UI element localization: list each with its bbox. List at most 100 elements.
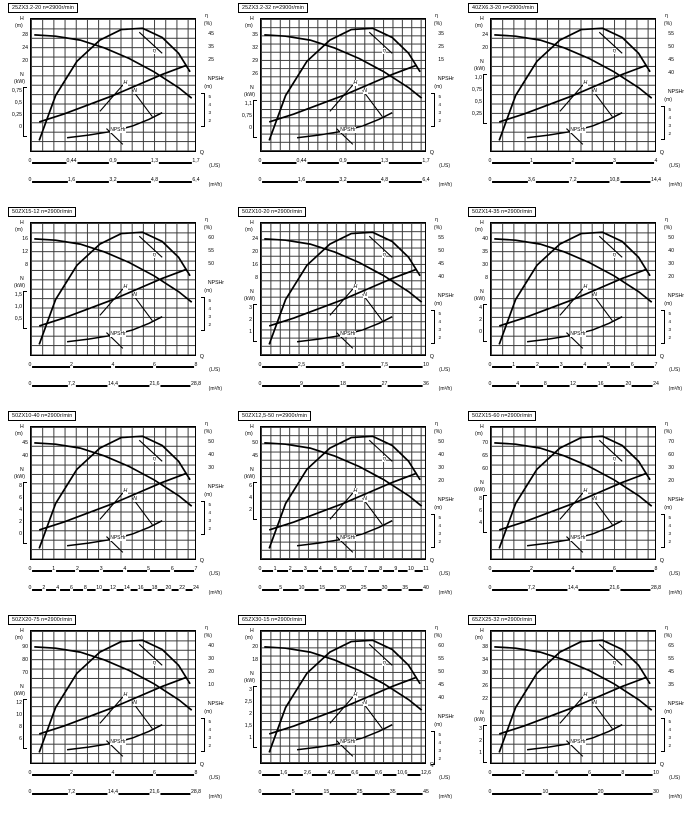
axis-label-head: H: [20, 220, 24, 226]
x-axis-unit: (m³/h): [438, 794, 452, 800]
y-tick-npshr: 4: [208, 102, 211, 107]
power-axis-bracket: [483, 495, 487, 533]
x-tick-m3h: 7,2: [67, 380, 76, 388]
x-axis-unit: (m³/h): [668, 794, 682, 800]
axis-label-efficiency: η: [665, 421, 668, 427]
x-tick-ls: 10,6: [396, 769, 408, 777]
chart-title: 50ZX15-60 n=2900r/min: [468, 411, 537, 421]
curve-label-H: H: [582, 691, 588, 698]
curve-layer: [261, 19, 425, 151]
y-tick-efficiency: 30: [668, 465, 674, 471]
y-tick-npshr: 5: [668, 719, 671, 724]
x-tick-ls: 2: [69, 361, 74, 369]
x-axis-m3h: 0 7,2 14,4 21,6 28,8 (m³/h): [28, 380, 222, 392]
axis-label-efficiency: η: [435, 625, 438, 631]
x-tick-ls: 5: [333, 565, 338, 573]
curve-label-N: N: [592, 495, 598, 502]
axis-label-head: H: [480, 220, 484, 226]
y-tick-power: 1,1: [244, 101, 252, 107]
npshr-axis-bracket: [201, 718, 205, 752]
y-tick-head: 38: [482, 644, 488, 650]
axis-label-head: H: [250, 424, 254, 430]
x-tick-m3h: 27: [381, 380, 388, 388]
axis-label-head-unit: (m): [245, 227, 253, 233]
curve-label-H: H: [582, 487, 588, 494]
y-tick-head: 80: [22, 657, 28, 663]
y-tick-power: 0: [19, 531, 22, 537]
axis-label-efficiency: η: [665, 13, 668, 19]
x-tick-m3h: 0: [258, 380, 262, 388]
curve-label-npshr: NPSHr: [339, 127, 357, 134]
axis-label-npshr-unit: (m): [434, 301, 442, 307]
y-tick-npshr: 5: [438, 311, 441, 316]
y-tick-npshr: 4: [208, 306, 211, 311]
y-tick-head: 30: [482, 670, 488, 676]
axis-label-power: N: [250, 289, 254, 295]
axis-label-efficiency-unit: (%): [433, 633, 442, 639]
power-axis-bracket: [483, 304, 487, 342]
y-tick-efficiency: 55: [438, 656, 444, 662]
y-tick-npshr: 3: [668, 531, 671, 536]
curve-layer: [261, 223, 425, 355]
y-tick-head: 8: [25, 262, 28, 268]
y-tick-npshr: 2: [208, 526, 211, 531]
y-tick-npshr: 4: [208, 510, 211, 515]
x-tick-m3h: 3,2: [108, 176, 118, 184]
chart-title: 50ZX20-75 n=2900r/min: [8, 615, 77, 625]
y-tick-efficiency: 15: [438, 57, 444, 63]
x-axis-ls: 0 1 2 3 4 5 6 7 (L/S): [28, 565, 220, 577]
x-tick-ls: 2: [288, 565, 293, 573]
y-tick-head: 28: [22, 32, 28, 38]
curve-label-N: N: [592, 87, 598, 94]
axis-label-power: N: [20, 684, 24, 690]
curve-label-N: N: [132, 495, 138, 502]
x-tick-m3h: 35: [401, 584, 409, 592]
x-tick-ls: 4: [111, 769, 115, 777]
x-tick-m3h: 12: [569, 380, 577, 388]
x-tick-m3h: 18: [339, 380, 347, 388]
curve-label-H: H: [122, 79, 128, 86]
x-tick-m3h: 21,6: [608, 584, 621, 592]
y-tick-power: 1: [249, 329, 252, 335]
y-tick-efficiency: 45: [438, 261, 444, 267]
curve-label-eta: η: [382, 252, 387, 259]
x-tick-m3h: 4,8: [380, 176, 389, 184]
y-tick-npshr: 5: [438, 94, 441, 99]
curve-layer: [491, 19, 655, 151]
y-tick-efficiency: 40: [668, 70, 674, 76]
curve-label-eta: η: [612, 660, 617, 667]
y-tick-npshr: 5: [438, 732, 441, 737]
curve-label-npshr: NPSHr: [339, 535, 357, 542]
x-tick-m3h: 22: [178, 584, 186, 592]
y-tick-efficiency: 25: [438, 44, 444, 50]
npshr-axis-bracket: [661, 718, 665, 752]
x-tick-ls: 1: [529, 157, 534, 165]
axis-label-power-unit: (kW): [244, 92, 255, 98]
y-tick-efficiency: 30: [438, 465, 444, 471]
x-tick-m3h: 14,4: [107, 788, 119, 796]
x-tick-m3h: 10: [541, 788, 549, 796]
x-tick-m3h: 36: [422, 380, 430, 388]
y-tick-power: 2: [19, 519, 22, 525]
axis-label-head: H: [480, 16, 484, 22]
x-tick-ls: 6: [170, 565, 175, 573]
y-tick-head: 8: [255, 275, 258, 281]
curve-label-H: H: [122, 487, 128, 494]
y-tick-power: 1: [479, 750, 482, 756]
axis-label-head-unit: (m): [245, 431, 253, 437]
y-tick-power: 3: [249, 305, 252, 311]
y-tick-efficiency: 40: [438, 274, 444, 280]
y-tick-head: 30: [482, 262, 488, 268]
x-tick-ls: 0: [488, 157, 492, 165]
y-tick-npshr: 4: [438, 523, 441, 528]
y-tick-power: 8: [479, 496, 482, 502]
x-axis-unit: (m³/h): [668, 386, 682, 392]
axis-label-npshr: NPSHr: [667, 89, 684, 95]
x-tick-m3h: 8: [543, 380, 548, 388]
x-tick-m3h: 0: [488, 176, 492, 184]
x-tick-m3h: 0: [258, 788, 262, 796]
